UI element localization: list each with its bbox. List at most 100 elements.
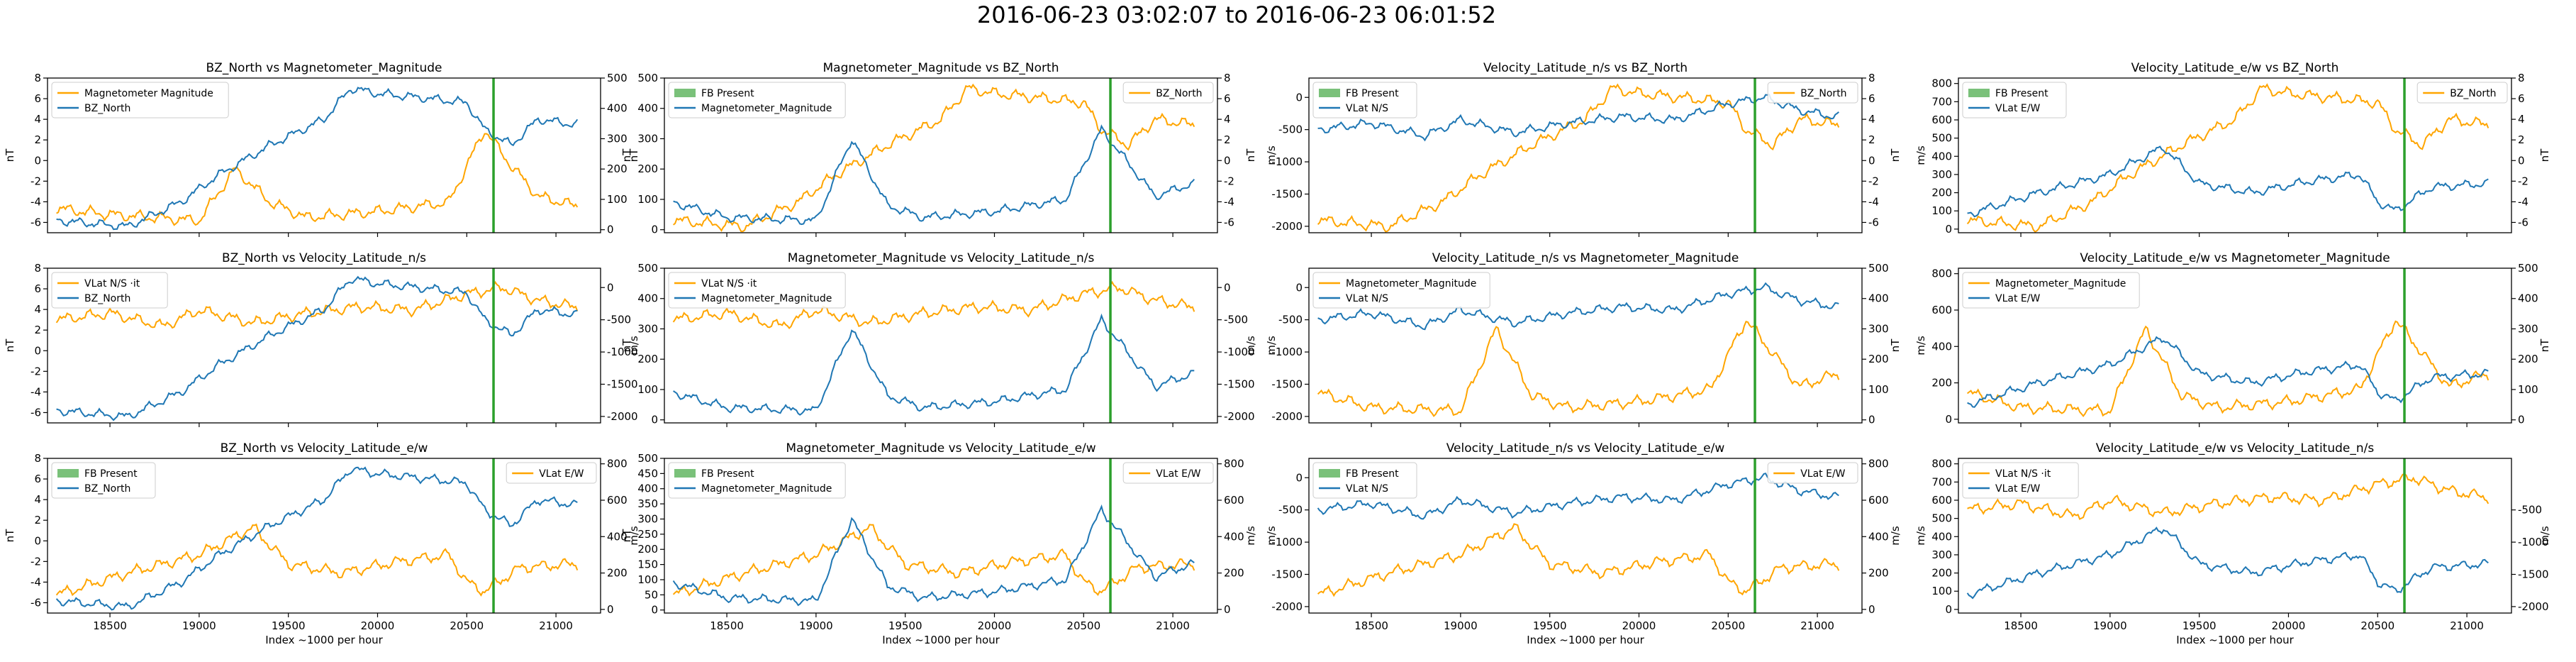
legend: Magnetometer_Magnitude VLat E/W: [1962, 272, 2140, 309]
series-primary: [1317, 473, 1839, 520]
right-axis-label: m/s: [628, 336, 640, 355]
left-tick-label: 0: [1295, 281, 1303, 294]
left-tick-label: 300: [1931, 168, 1952, 181]
axes-frame: [47, 267, 601, 424]
left-tick-label: 100: [637, 383, 658, 396]
legend-box: [1767, 82, 1858, 104]
legend-label: VLat E/W: [539, 468, 584, 480]
right-tick-label: -1500: [1224, 378, 1255, 391]
right-tick-label: 200: [607, 162, 628, 175]
legend: FB Present VLat E/W: [1962, 82, 2067, 118]
right-tick-label: 0: [1224, 603, 1231, 616]
left-tick-label: 4: [34, 303, 41, 316]
right-tick-label: 4: [2518, 113, 2525, 126]
left-tick-label: 0: [1945, 223, 1952, 236]
legend-box: [1962, 272, 2140, 309]
right-tick-label: -2000: [1224, 410, 1255, 423]
x-tick-label: 20000: [1622, 619, 1656, 632]
left-tick-label: 0: [34, 344, 41, 357]
left-tick-label: 700: [1931, 95, 1952, 108]
left-tick-label: 600: [1931, 114, 1952, 126]
right-tick-label: 200: [607, 567, 628, 580]
legend-patch: [1319, 469, 1340, 478]
axes-frame: [664, 458, 1218, 614]
right-tick-label: -6: [1224, 216, 1234, 228]
left-tick-label: 200: [1931, 377, 1952, 390]
x-tick-label: 21000: [2450, 619, 2484, 632]
left-tick-label: -4: [30, 575, 41, 588]
legend-right: BZ_North: [2416, 82, 2508, 104]
subplot-8: Velocity_Latitude_e/w vs Magnetometer_Ma…: [1914, 251, 2551, 427]
x-tick-label: 18500: [710, 619, 744, 632]
x-tick-label: 19500: [1533, 619, 1567, 632]
right-tick-label: -1000: [1224, 346, 1255, 358]
subplot-title: Velocity_Latitude_e/w vs Velocity_Latitu…: [2096, 441, 2375, 456]
axes-frame: [1308, 458, 1863, 614]
left-tick-label: 400: [1931, 340, 1952, 353]
left-tick-label: 0: [1945, 413, 1952, 426]
left-tick-label: -2: [30, 175, 41, 187]
right-axis-label: m/s: [1889, 526, 1902, 546]
right-tick-label: -6: [2518, 216, 2528, 228]
legend-label: Magnetometer_Magnitude: [701, 483, 832, 495]
right-tick-label: -1000: [607, 346, 638, 358]
right-tick-label: 8: [1868, 72, 1875, 84]
legend-label: FB Present: [701, 468, 754, 480]
legend-label: VLat N/S ·it: [1995, 468, 2051, 480]
x-tick-label: 19000: [2093, 619, 2127, 632]
right-tick-label: 400: [1224, 530, 1244, 543]
x-tick-label: 20000: [978, 619, 1012, 632]
left-tick-label: 200: [637, 353, 658, 365]
legend-label: Magnetometer_Magnitude: [1995, 278, 2126, 289]
series-secondary: [672, 280, 1195, 329]
right-tick-label: -2000: [2518, 600, 2549, 613]
left-tick-label: 500: [637, 262, 658, 275]
left-tick-label: 200: [1931, 567, 1952, 580]
right-tick-label: 400: [607, 102, 628, 115]
left-tick-label: -2: [30, 555, 41, 568]
right-tick-label: 500: [607, 72, 628, 84]
legend-right: VLat E/W: [506, 462, 597, 484]
series-primary: [673, 313, 1195, 416]
series-secondary: [55, 523, 579, 597]
subplot-10: Magnetometer_Magnitude vs Velocity_Latit…: [620, 441, 1257, 646]
axes-frame: [1958, 267, 2512, 424]
x-tick-label: 21000: [1156, 619, 1190, 632]
subplot-title: Velocity_Latitude_n/s vs Magnetometer_Ma…: [1432, 251, 1739, 265]
legend-label: BZ_North: [84, 483, 130, 495]
right-tick-label: 600: [607, 494, 628, 507]
series-primary: [56, 87, 579, 231]
legend-label: VLat E/W: [1995, 103, 2040, 114]
x-axis-label: Index ~1000 per hour: [2176, 634, 2294, 646]
subplot-3: Velocity_Latitude_n/s vs BZ_North -2000 -1…: [1265, 61, 1902, 237]
left-axis-label: nT: [620, 338, 633, 353]
right-tick-label: 400: [1868, 292, 1889, 305]
series-secondary: [1967, 473, 2489, 520]
right-tick-label: -500: [1224, 314, 1248, 326]
axes-frame: [1308, 267, 1863, 424]
left-tick-label: 8: [34, 72, 41, 84]
right-tick-label: 600: [1868, 494, 1889, 507]
series-secondary: [1317, 83, 1840, 233]
legend-box: [1122, 82, 1214, 104]
left-tick-label: 0: [1945, 603, 1952, 616]
right-tick-label: 2: [2518, 133, 2525, 146]
right-tick-label: 300: [2518, 322, 2538, 335]
legend-label: Magnetometer Magnitude: [84, 88, 213, 99]
left-tick-label: 450: [637, 467, 658, 480]
x-axis-label: Index ~1000 per hour: [265, 634, 383, 646]
x-tick-label: 18500: [93, 619, 127, 632]
left-tick-label: 300: [637, 512, 658, 525]
right-axis-label: m/s: [1244, 526, 1257, 546]
left-tick-label: 600: [1931, 304, 1952, 316]
right-tick-label: 800: [1868, 458, 1889, 470]
left-tick-label: 50: [645, 588, 658, 601]
left-axis-label: m/s: [1914, 145, 1927, 165]
subplot-title: BZ_North vs Magnetometer_Magnitude: [206, 61, 442, 75]
subplot-title: Velocity_Latitude_e/w vs Magnetometer_Ma…: [2080, 251, 2390, 265]
right-axis-label: m/s: [1244, 336, 1257, 355]
legend-patch: [674, 89, 696, 97]
legend: Magnetometer Magnitude BZ_North: [51, 82, 229, 118]
left-tick-label: 100: [1931, 204, 1952, 217]
legend: FB Present Magnetometer_Magnitude: [668, 82, 846, 118]
